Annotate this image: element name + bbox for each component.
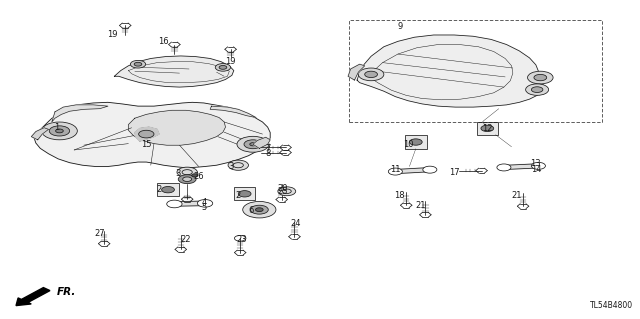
Circle shape (237, 136, 269, 152)
Circle shape (139, 130, 154, 138)
Circle shape (365, 71, 378, 78)
Circle shape (250, 205, 268, 214)
Circle shape (423, 166, 437, 173)
Polygon shape (135, 127, 159, 141)
Circle shape (177, 167, 197, 177)
Text: 13: 13 (531, 159, 541, 168)
Text: 21: 21 (415, 201, 426, 210)
Polygon shape (174, 201, 205, 206)
Circle shape (49, 126, 70, 136)
Circle shape (228, 160, 248, 170)
Circle shape (410, 139, 422, 145)
Polygon shape (115, 56, 234, 87)
Polygon shape (348, 64, 365, 80)
Text: TL54B4800: TL54B4800 (590, 301, 633, 310)
Circle shape (534, 74, 547, 81)
Circle shape (250, 143, 256, 146)
Text: 3: 3 (228, 162, 234, 171)
Circle shape (134, 62, 142, 66)
Circle shape (219, 65, 227, 69)
Text: 19: 19 (225, 56, 236, 65)
Circle shape (243, 201, 276, 218)
Circle shape (197, 199, 212, 207)
Text: 10: 10 (403, 140, 413, 149)
Text: 9: 9 (397, 22, 403, 31)
Text: 8: 8 (265, 149, 270, 158)
Polygon shape (253, 137, 270, 148)
Text: 3: 3 (175, 169, 181, 178)
Text: 26: 26 (193, 172, 204, 181)
Circle shape (531, 162, 545, 169)
Circle shape (182, 177, 191, 182)
Circle shape (215, 63, 230, 71)
Circle shape (497, 164, 511, 171)
Text: 23: 23 (237, 235, 248, 244)
Circle shape (481, 125, 493, 131)
Text: FR.: FR. (57, 287, 76, 297)
Text: 14: 14 (531, 165, 541, 174)
Text: 5: 5 (201, 203, 206, 212)
Circle shape (388, 168, 403, 175)
Text: 2: 2 (236, 190, 241, 200)
Polygon shape (52, 105, 108, 122)
Text: 22: 22 (180, 235, 191, 244)
Text: 7: 7 (265, 144, 270, 153)
Circle shape (42, 122, 77, 140)
Circle shape (178, 175, 196, 184)
Circle shape (56, 129, 63, 133)
Circle shape (255, 208, 263, 211)
Bar (157, 183, 179, 196)
Text: 25: 25 (278, 187, 288, 197)
Circle shape (162, 187, 174, 193)
Text: 17: 17 (449, 168, 460, 177)
Circle shape (358, 68, 384, 81)
Text: 24: 24 (291, 219, 301, 228)
Text: 6: 6 (248, 206, 253, 215)
Polygon shape (504, 164, 539, 169)
Text: 19: 19 (108, 30, 118, 39)
Circle shape (525, 84, 548, 95)
Polygon shape (34, 102, 270, 167)
Text: 21: 21 (511, 190, 522, 200)
Text: 18: 18 (394, 190, 405, 200)
Text: 20: 20 (278, 184, 288, 193)
Bar (405, 135, 427, 149)
Text: 11: 11 (390, 165, 401, 174)
Bar (234, 187, 255, 200)
Circle shape (527, 71, 553, 84)
Circle shape (278, 187, 296, 196)
Text: 2: 2 (156, 185, 162, 194)
Polygon shape (210, 106, 256, 118)
Polygon shape (31, 128, 49, 140)
Circle shape (131, 60, 146, 68)
Circle shape (531, 87, 543, 93)
Text: 12: 12 (482, 124, 493, 133)
Bar (477, 122, 497, 135)
Text: 1: 1 (54, 123, 60, 132)
Circle shape (244, 140, 262, 149)
Text: 4: 4 (201, 198, 206, 207)
Polygon shape (395, 167, 430, 174)
Text: 16: 16 (158, 38, 169, 47)
Polygon shape (129, 110, 225, 145)
Circle shape (167, 200, 182, 208)
Text: 15: 15 (141, 140, 152, 149)
Circle shape (191, 174, 198, 177)
Text: 27: 27 (94, 229, 105, 238)
Polygon shape (357, 35, 543, 107)
Circle shape (238, 191, 251, 197)
FancyArrow shape (16, 287, 50, 306)
